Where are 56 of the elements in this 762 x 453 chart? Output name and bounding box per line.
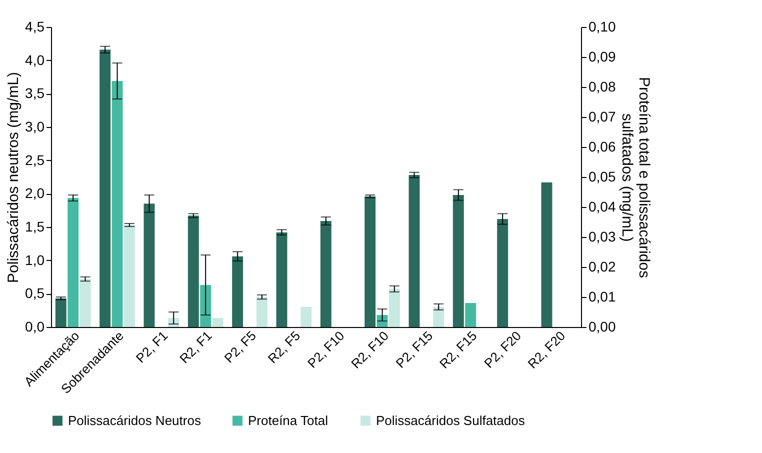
x-tick-label: P2, F10 <box>304 328 348 371</box>
bar <box>80 279 91 327</box>
y2-axis-title: Proteína total e polissacáridos sulfatados (mg/mL) <box>618 77 653 278</box>
bar <box>320 221 332 327</box>
y-tick-label: 3,5 <box>25 85 45 102</box>
y-axis-title: Polissacáridos neutros (mg/mL) <box>5 72 22 283</box>
bar <box>497 219 508 327</box>
bar <box>276 232 288 327</box>
x-tick-label: R2, F5 <box>264 328 304 366</box>
y-tick-label: 1,0 <box>25 252 45 268</box>
x-tick-label: P2, F1 <box>132 328 171 366</box>
y-tick-label: 2,0 <box>25 185 45 202</box>
x-tick-label: P2, F5 <box>221 328 259 366</box>
y-tick-label: 1,5 <box>25 218 45 234</box>
bar <box>124 225 135 327</box>
bar <box>364 196 376 327</box>
bar <box>300 306 312 327</box>
x-tick-label: P2, F20 <box>481 328 524 371</box>
y2-tick-label: 0,03 <box>588 228 616 244</box>
y-tick-label: 0,5 <box>25 285 45 302</box>
y2-tick-label: 0,04 <box>588 198 616 214</box>
bar <box>256 297 268 327</box>
x-tick-label: R2, F10 <box>348 328 392 372</box>
x-tick-label: R2, F15 <box>436 328 480 372</box>
bar <box>212 318 224 327</box>
y2-tick-label: 0,00 <box>588 318 616 334</box>
x-tick-label: R2, F20 <box>524 328 568 372</box>
y2-tick-label: 0,02 <box>588 258 616 274</box>
bar <box>68 198 79 327</box>
y-tick-label: 0,0 <box>25 318 45 334</box>
x-tick-label: P2, F15 <box>392 328 436 371</box>
y2-tick-label: 0,05 <box>588 168 616 184</box>
bar <box>452 195 464 327</box>
bar <box>144 204 155 327</box>
bar <box>408 175 420 327</box>
legend-label: Polissacáridos Neutros <box>68 412 202 428</box>
bar <box>433 306 444 327</box>
y-tick-label: 3,0 <box>25 118 45 134</box>
legend-label: Polissacáridos Sulfatados <box>376 412 526 428</box>
y-tick-label: 4,0 <box>25 52 45 68</box>
bar <box>232 256 244 327</box>
bar <box>55 298 66 327</box>
y2-tick-label: 0,06 <box>588 138 616 154</box>
bar <box>465 303 476 327</box>
y2-tick-label: 0,01 <box>588 288 616 304</box>
y2-tick-label: 0,09 <box>588 48 616 64</box>
y2-tick-label: 0,10 <box>588 18 616 34</box>
y2-tick-label: 0,07 <box>588 108 616 124</box>
legend-label: Proteína Total <box>248 412 328 428</box>
y-tick-label: 2,5 <box>25 152 45 168</box>
x-tick-label: R2, F1 <box>176 328 215 366</box>
bar <box>388 288 400 327</box>
bar <box>541 182 552 327</box>
bar <box>188 216 199 327</box>
y2-tick-label: 0,08 <box>588 78 616 94</box>
y-tick-label: 4,5 <box>25 18 45 34</box>
